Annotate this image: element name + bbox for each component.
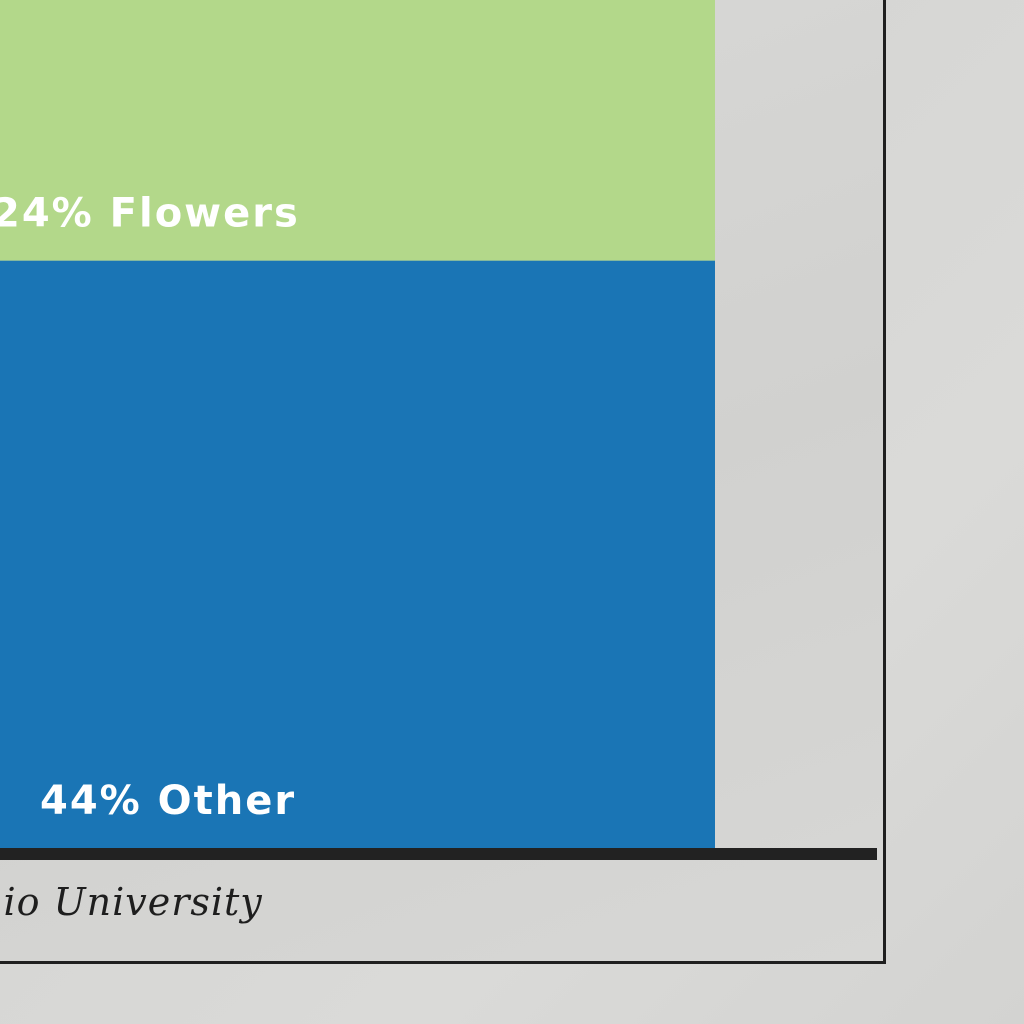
segment-label-other: 44% Other xyxy=(40,778,296,824)
bar-segment-flowers xyxy=(0,0,715,261)
segment-label-flowers: 24% Flowers xyxy=(0,191,300,237)
chart-baseline xyxy=(0,848,877,860)
bar-segment-other xyxy=(0,260,715,849)
footer-university-text: hio University xyxy=(0,880,263,924)
